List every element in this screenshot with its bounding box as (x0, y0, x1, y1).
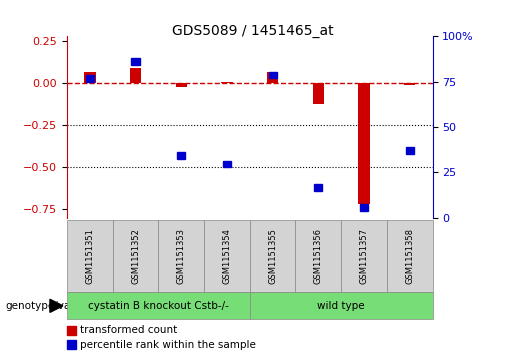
Text: GSM1151353: GSM1151353 (177, 228, 186, 284)
Text: GSM1151355: GSM1151355 (268, 228, 277, 284)
Text: GSM1151354: GSM1151354 (222, 228, 231, 284)
Bar (314, 184, 322, 191)
Text: GSM1151351: GSM1151351 (85, 228, 94, 284)
Bar (177, 152, 185, 159)
Text: percentile rank within the sample: percentile rank within the sample (80, 340, 256, 350)
Text: wild type: wild type (317, 301, 365, 311)
Bar (313, 83, 324, 103)
Bar (360, 204, 368, 211)
Bar (131, 58, 140, 65)
Text: transformed count: transformed count (80, 325, 177, 335)
Bar (358, 83, 370, 204)
Text: GSM1151358: GSM1151358 (405, 228, 414, 284)
Bar (176, 83, 187, 87)
Bar (267, 72, 278, 83)
Text: GSM1151356: GSM1151356 (314, 228, 323, 284)
Text: GSM1151352: GSM1151352 (131, 228, 140, 284)
Bar (268, 72, 277, 78)
Text: GSM1151357: GSM1151357 (359, 228, 369, 284)
Bar (221, 82, 233, 83)
Bar (130, 68, 141, 83)
Text: GDS5089 / 1451465_at: GDS5089 / 1451465_at (171, 24, 333, 38)
Text: cystatin B knockout Cstb-/-: cystatin B knockout Cstb-/- (88, 301, 229, 311)
Bar (84, 72, 95, 83)
Text: genotype/variation: genotype/variation (5, 301, 104, 311)
Bar (85, 75, 94, 82)
Bar (223, 161, 231, 167)
Bar (404, 83, 416, 85)
Bar (406, 147, 414, 154)
